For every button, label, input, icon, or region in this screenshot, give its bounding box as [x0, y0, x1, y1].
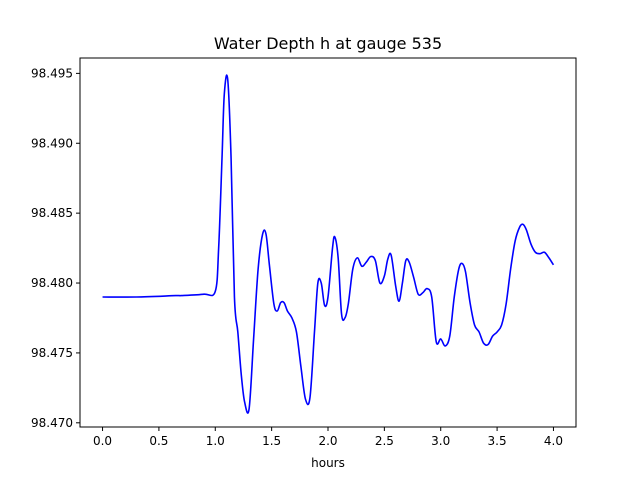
x-tick-label: 1.5 — [262, 434, 281, 448]
y-axis: 98.470 98.475 98.480 98.485 98.490 98.495 — [31, 66, 80, 430]
series-line — [102, 74, 555, 414]
x-tick-label: 0.0 — [93, 434, 112, 448]
chart-title: Water Depth h at gauge 535 — [214, 34, 442, 53]
y-tick-label: 98.470 — [31, 416, 73, 430]
x-tick-label: 0.5 — [149, 434, 168, 448]
x-tick-label: 4.0 — [544, 434, 563, 448]
plot-area — [79, 57, 577, 428]
x-tick-label: 3.0 — [431, 434, 450, 448]
y-tick-label: 98.485 — [31, 206, 73, 220]
y-tick-label: 98.495 — [31, 66, 73, 80]
axes-frame — [79, 57, 577, 428]
x-axis-label: hours — [311, 456, 345, 470]
x-tick-label: 1.0 — [206, 434, 225, 448]
x-tick-label: 2.5 — [375, 434, 394, 448]
x-tick-label: 3.5 — [488, 434, 507, 448]
y-tick-label: 98.480 — [31, 276, 73, 290]
y-tick-label: 98.490 — [31, 136, 73, 150]
x-axis: 0.0 0.5 1.0 1.5 2.0 2.5 3.0 3.5 4.0 — [93, 427, 563, 448]
x-tick-label: 2.0 — [318, 434, 337, 448]
y-tick-label: 98.475 — [31, 346, 73, 360]
